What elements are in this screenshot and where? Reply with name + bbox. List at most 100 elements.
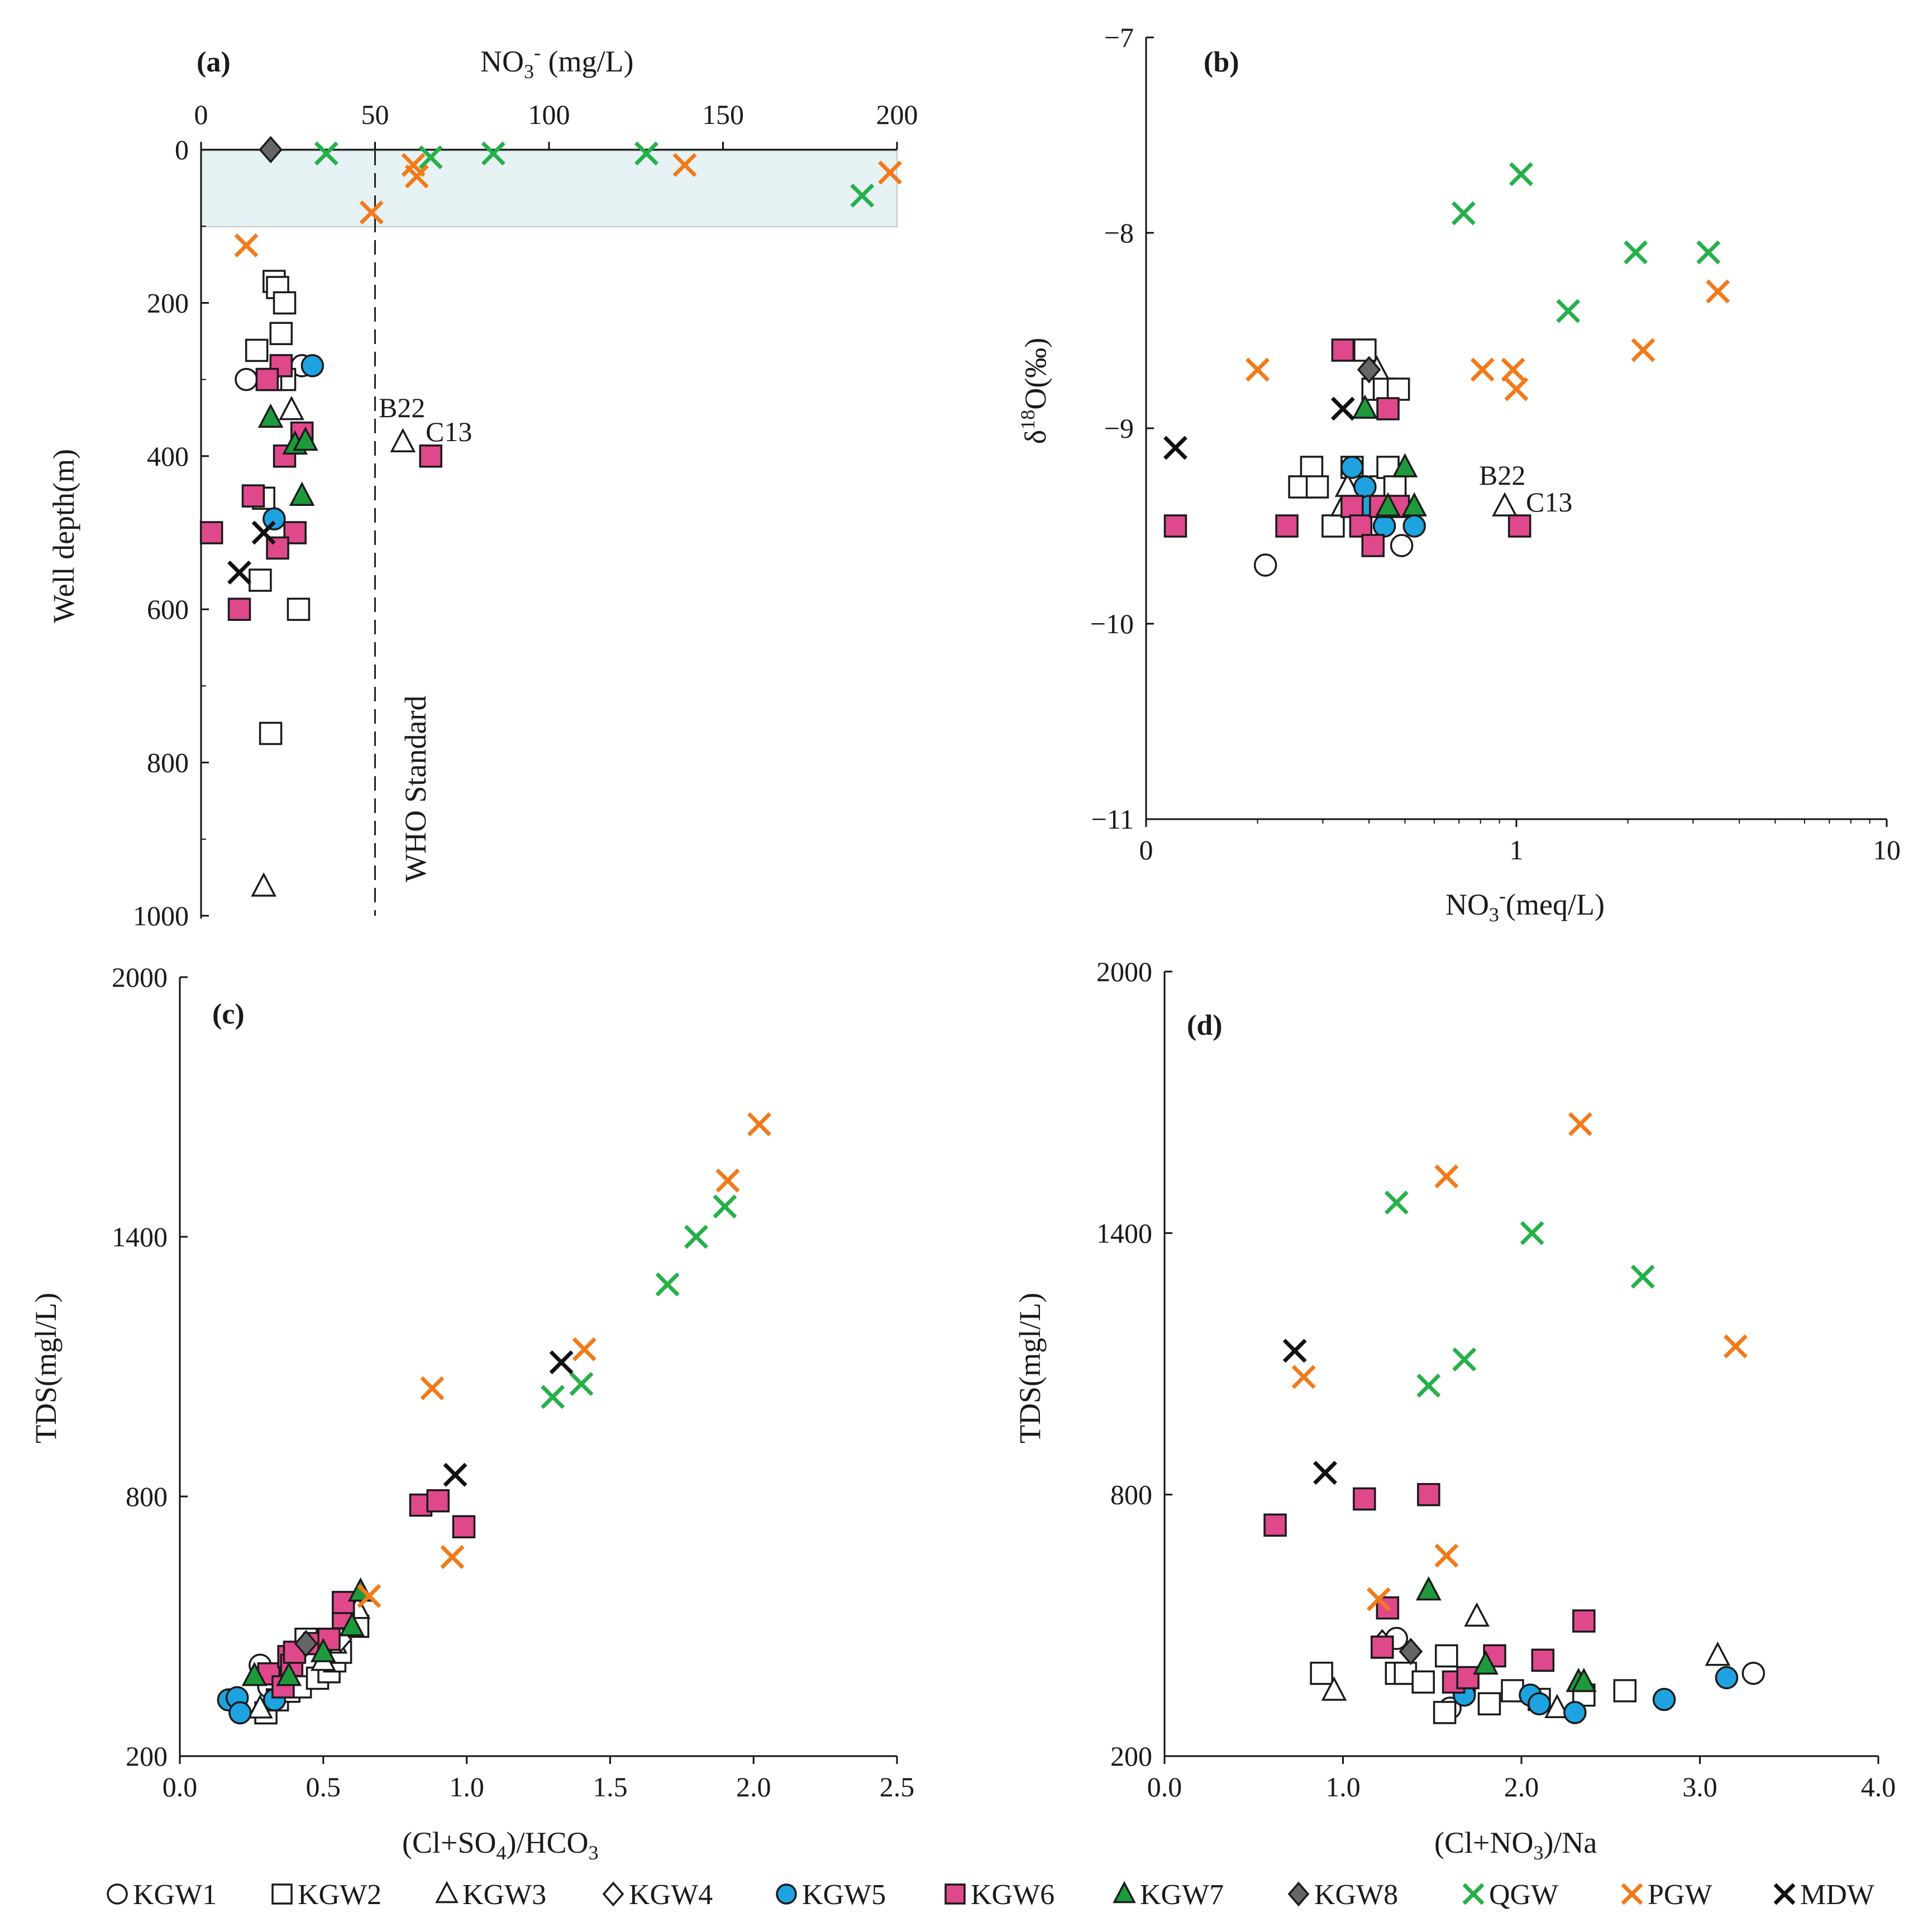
legend-marker-kgw4 — [602, 1881, 624, 1907]
panel-b-annotation-c13: C13 — [1526, 486, 1572, 518]
point-qgw — [1384, 1190, 1409, 1215]
point-kgw6 — [1331, 338, 1355, 362]
point-kgw2 — [1305, 475, 1329, 499]
point-kgw5 — [228, 1701, 252, 1725]
series-kgw5 — [1453, 1666, 1739, 1724]
point-pgw — [357, 1584, 381, 1608]
point-kgw7 — [257, 403, 284, 428]
legend-item-kgw4: KGW4 — [602, 1879, 713, 1911]
point-kgw7 — [1473, 1650, 1499, 1675]
point-kgw7 — [1401, 492, 1428, 517]
point-kgw2 — [1300, 456, 1324, 479]
point-kgw5 — [1340, 456, 1364, 479]
point-kgw2 — [245, 338, 269, 362]
point-kgw7 — [310, 1638, 336, 1662]
point-kgw2 — [287, 597, 311, 621]
x-tick-label: 0.0 — [1147, 1771, 1182, 1802]
point-kgw6 — [1340, 495, 1364, 518]
point-kgw3 — [251, 872, 276, 897]
legend-label: QGW — [1489, 1879, 1558, 1911]
point-qgw — [1624, 240, 1648, 265]
point-kgw6 — [1163, 514, 1187, 538]
point-qgw — [541, 1385, 565, 1409]
point-kgw5 — [300, 354, 325, 377]
point-kgw3 — [279, 395, 304, 420]
panel-a-who-label: WHO Standard — [399, 696, 432, 882]
point-kgw2 — [1477, 1692, 1501, 1716]
point-pgw — [1291, 1365, 1316, 1389]
point-kgw3 — [1492, 492, 1518, 517]
legend-marker-kgw5 — [776, 1883, 797, 1905]
legend-item-pgw: PGW — [1621, 1879, 1712, 1911]
x-tick-label: 2.0 — [736, 1771, 771, 1802]
legend-item-kgw6: KGW6 — [944, 1879, 1054, 1911]
point-qgw — [1416, 1374, 1441, 1398]
legend-item-kgw7: KGW7 — [1113, 1879, 1224, 1911]
point-pgw — [1434, 1164, 1459, 1189]
x-tick-label: 0 — [194, 99, 208, 130]
point-pgw — [747, 1112, 771, 1136]
point-kgw7 — [241, 1662, 268, 1686]
point-kgw1 — [1390, 534, 1414, 557]
panel-d-label: (d) — [1187, 1010, 1223, 1041]
y-tick-label: 200 — [1110, 1740, 1152, 1772]
legend-item-kgw8: KGW8 — [1287, 1879, 1398, 1911]
legend-item-qgw: QGW — [1462, 1879, 1558, 1911]
point-kgw2 — [249, 568, 272, 592]
panel-d-x-ticks: 0.0 1.0 2.0 3.0 4.0 — [1147, 1756, 1896, 1802]
point-kgw2 — [1435, 1644, 1458, 1668]
series-kgw7 — [257, 403, 318, 506]
point-kgw1 — [1741, 1661, 1765, 1685]
y-tick-label: −11 — [1091, 804, 1134, 835]
legend-marker-kgw8 — [1287, 1881, 1310, 1907]
panel-d-marks — [1263, 1112, 1765, 1724]
point-qgw — [1451, 201, 1476, 226]
point-kgw5 — [1528, 1692, 1551, 1716]
point-pgw — [440, 1545, 465, 1569]
series-pgw — [234, 152, 903, 257]
point-mdw — [1282, 1338, 1307, 1363]
panel-b-x-label: NO3-(meq/L) — [1445, 884, 1605, 926]
point-kgw5 — [263, 507, 286, 531]
point-qgw — [634, 141, 659, 166]
point-pgw — [1366, 1587, 1391, 1611]
legend-label: PGW — [1648, 1879, 1712, 1911]
series-kgw8 — [1357, 356, 1381, 384]
y-tick-label: 1000 — [133, 900, 189, 931]
point-kgw1 — [235, 367, 258, 391]
point-pgw — [1568, 1112, 1592, 1136]
point-kgw5 — [1563, 1701, 1587, 1724]
panel-a-y-ticks: 0 200 400 600 800 1000 — [133, 134, 209, 931]
panel-b-annotation-b22: B22 — [1479, 460, 1525, 491]
point-kgw1 — [1253, 553, 1277, 577]
point-pgw — [359, 200, 384, 224]
legend-marker-kgw1 — [107, 1883, 128, 1905]
x-tick-label: 10 — [1873, 834, 1901, 865]
panel-a-annotation-c13: C13 — [426, 416, 472, 447]
point-kgw5 — [1372, 514, 1396, 538]
point-kgw7 — [339, 1611, 365, 1637]
legend-item-kgw1: KGW1 — [107, 1879, 217, 1911]
point-kgw2 — [1310, 1661, 1333, 1685]
point-kgw6 — [199, 521, 223, 544]
point-mdw — [227, 560, 252, 585]
x-tick-label: 0.0 — [163, 1771, 198, 1802]
point-mdw — [1330, 396, 1355, 421]
point-qgw — [1696, 240, 1721, 265]
point-pgw — [715, 1168, 740, 1193]
legend: KGW1 KGW2 KGW3 KGW4 KGW5 KGW6 KGW7 KGW8 QGW PGW MD… — [107, 1879, 1874, 1911]
y-tick-label: 2000 — [112, 962, 168, 993]
point-kgw6 — [1349, 514, 1373, 538]
panel-a-x-label: NO3- (mg/L) — [480, 41, 633, 83]
legend-item-kgw2: KGW2 — [271, 1879, 381, 1911]
panel-b: 0 1 10 −11 −10 −9 −8 −7 (b) NO3-(meq/L) δ18O(‰… — [1017, 22, 1901, 926]
point-kgw6 — [1376, 397, 1400, 420]
panel-b-label: (b) — [1204, 46, 1239, 78]
point-pgw — [1470, 357, 1495, 382]
x-tick-label: 1.0 — [1325, 1771, 1361, 1802]
legend-marker-kgw7 — [1113, 1881, 1136, 1904]
point-kgw8 — [259, 136, 283, 164]
point-qgw — [1556, 299, 1581, 323]
panel-d-y-label: TDS(mgl/L) — [1013, 1293, 1047, 1443]
x-tick-label: 200 — [876, 99, 918, 130]
